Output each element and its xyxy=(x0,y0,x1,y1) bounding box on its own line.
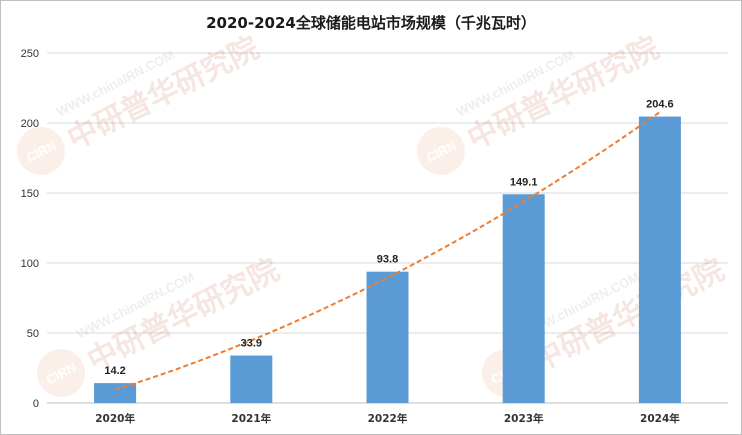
data-label: 149.1 xyxy=(510,176,538,188)
y-tick-label: 0 xyxy=(33,398,39,410)
y-tick-label: 150 xyxy=(21,188,39,200)
gridlines xyxy=(47,52,728,404)
x-tick-label: 2024年 xyxy=(640,412,680,425)
watermark-logo-icon xyxy=(417,127,465,175)
x-tick-label: 2022年 xyxy=(368,412,408,425)
data-label: 14.2 xyxy=(104,365,125,377)
data-label: 93.8 xyxy=(377,254,398,266)
bar xyxy=(94,383,137,403)
bars xyxy=(94,116,681,403)
y-tick-label: 100 xyxy=(21,258,39,270)
bar xyxy=(230,355,273,403)
bar xyxy=(366,271,409,403)
data-label: 204.6 xyxy=(646,99,674,111)
watermark-logo-icon xyxy=(37,349,85,397)
x-tick-label: 2021年 xyxy=(231,412,271,425)
data-labels: 14.2 33.9 93.8 149.1 204.6 xyxy=(104,99,673,378)
chart-title: 2020-2024全球储能电站市场规模（千兆瓦时） xyxy=(206,14,536,32)
data-label: 33.9 xyxy=(241,338,262,350)
trendline xyxy=(114,111,661,391)
x-tick-label: 2023年 xyxy=(504,412,544,425)
y-tick-label: 50 xyxy=(27,328,39,340)
watermark-logo-icon xyxy=(17,127,65,175)
x-tick-label: 2020年 xyxy=(95,412,135,425)
bar xyxy=(638,116,681,403)
trendline-path xyxy=(114,111,661,391)
x-axis: 2020年 2021年 2022年 2023年 2024年 xyxy=(95,412,680,425)
y-tick-label: 200 xyxy=(21,118,39,130)
bar xyxy=(502,194,545,403)
y-axis: 0 50 100 150 200 250 xyxy=(21,48,39,410)
y-tick-label: 250 xyxy=(21,48,39,60)
